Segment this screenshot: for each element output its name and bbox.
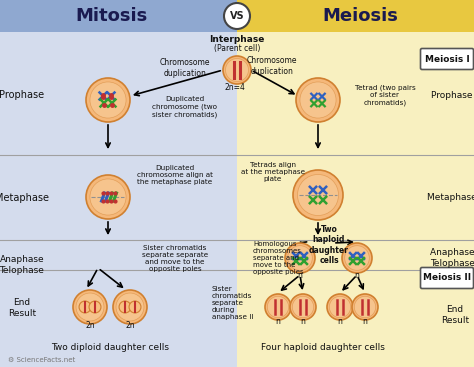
Circle shape <box>292 296 314 318</box>
Text: Duplicated
chromosome (two
sister chromatids): Duplicated chromosome (two sister chroma… <box>152 97 218 117</box>
Circle shape <box>113 290 147 324</box>
Text: Mitosis: Mitosis <box>76 7 148 25</box>
Text: Meiosis I: Meiosis I <box>425 55 469 63</box>
Text: Interphase: Interphase <box>210 36 264 44</box>
Text: (Parent cell): (Parent cell) <box>214 44 260 54</box>
Circle shape <box>79 301 91 313</box>
Bar <box>237 32 474 367</box>
Text: Duplicated
chromosome align at
the metaphase plate: Duplicated chromosome align at the metap… <box>137 165 213 185</box>
Circle shape <box>296 78 340 122</box>
Text: n: n <box>363 317 367 327</box>
Text: End
Result: End Result <box>8 298 36 318</box>
Circle shape <box>129 301 141 313</box>
Circle shape <box>285 243 315 273</box>
FancyBboxPatch shape <box>420 268 474 288</box>
Circle shape <box>329 296 351 318</box>
Circle shape <box>90 82 126 118</box>
Bar <box>0 32 237 367</box>
Text: Metaphase: Metaphase <box>0 193 49 203</box>
Circle shape <box>86 175 130 219</box>
Circle shape <box>293 170 343 220</box>
Text: 2n=4: 2n=4 <box>225 84 246 92</box>
Text: n: n <box>298 272 302 280</box>
Text: Homologous
chromosomes
separate and
move to the
opposite poles: Homologous chromosomes separate and move… <box>253 241 304 275</box>
Text: Meiosis: Meiosis <box>322 7 398 25</box>
Circle shape <box>345 246 369 270</box>
Text: VS: VS <box>230 11 244 21</box>
Text: Sister
chromatids
separate
during
anaphase II: Sister chromatids separate during anapha… <box>212 286 254 320</box>
Text: n: n <box>275 317 281 327</box>
Circle shape <box>290 294 316 320</box>
Circle shape <box>86 78 130 122</box>
Text: n: n <box>301 317 305 327</box>
Text: Sister chromatids
separate separate
and move to the
opposite poles: Sister chromatids separate separate and … <box>142 244 208 272</box>
Text: Prophase I: Prophase I <box>431 91 474 99</box>
Text: Two diploid daughter cells: Two diploid daughter cells <box>51 344 169 352</box>
Circle shape <box>223 56 251 84</box>
Bar <box>237 0 474 32</box>
Bar <box>0 0 237 32</box>
Circle shape <box>267 296 289 318</box>
Circle shape <box>327 294 353 320</box>
Circle shape <box>226 58 248 81</box>
Text: Anaphase
Telophase: Anaphase Telophase <box>0 255 45 275</box>
Circle shape <box>76 293 104 321</box>
Circle shape <box>224 3 250 29</box>
Text: End
Result: End Result <box>441 305 469 325</box>
Circle shape <box>265 294 291 320</box>
Text: 2n: 2n <box>85 321 95 331</box>
Text: Four haploid daughter cells: Four haploid daughter cells <box>261 344 385 352</box>
Text: Metaphase I: Metaphase I <box>428 193 474 203</box>
Circle shape <box>288 246 312 270</box>
Circle shape <box>352 294 378 320</box>
Text: 2n: 2n <box>125 321 135 331</box>
Text: Tetrad (two pairs
of sister
chromatids): Tetrad (two pairs of sister chromatids) <box>355 84 415 105</box>
Text: Chromosome
duplication: Chromosome duplication <box>247 56 297 76</box>
Circle shape <box>119 301 131 313</box>
Text: Chromosome
duplication: Chromosome duplication <box>160 58 210 78</box>
Circle shape <box>73 290 107 324</box>
Text: Two
haploid
daughter
cells: Two haploid daughter cells <box>309 225 349 265</box>
Circle shape <box>90 179 126 215</box>
Text: Anaphase I
Telophase I: Anaphase I Telophase I <box>430 248 474 268</box>
Circle shape <box>300 82 336 118</box>
FancyBboxPatch shape <box>420 48 474 69</box>
Circle shape <box>355 296 376 318</box>
Text: Prophase: Prophase <box>0 90 45 100</box>
Circle shape <box>116 293 144 321</box>
Circle shape <box>89 301 101 313</box>
Circle shape <box>342 243 372 273</box>
Text: n: n <box>355 272 359 280</box>
Text: Tetrads align
at the metaphase
plate: Tetrads align at the metaphase plate <box>241 162 305 182</box>
Text: n: n <box>337 317 342 327</box>
Circle shape <box>298 174 338 215</box>
Text: Meiosis II: Meiosis II <box>423 273 471 283</box>
Text: ⚙ ScienceFacts.net: ⚙ ScienceFacts.net <box>8 357 75 363</box>
